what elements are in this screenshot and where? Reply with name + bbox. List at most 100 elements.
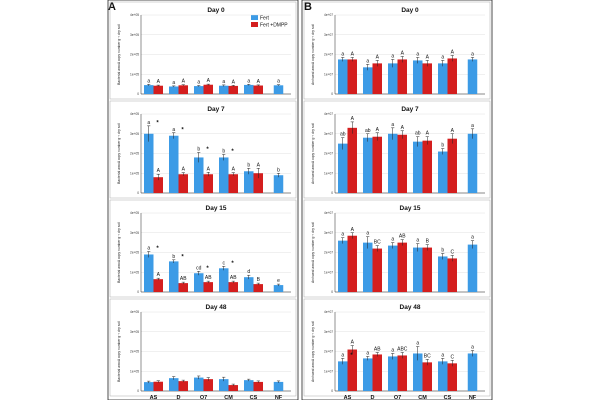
- chart-b-day-7: Day 7 0 1e+07 2e+07 3e+07 4e+07 Archaeal amoA …: [303, 100, 491, 199]
- bar-dmpp-cm: [228, 174, 238, 193]
- y-tick-label: 2e+07: [324, 251, 333, 255]
- bar-fert-d: [169, 261, 179, 292]
- significance-letter: A: [157, 79, 161, 85]
- y-tick-label: 4e+07: [324, 13, 333, 17]
- charts: Day 0 0 1e+05 2e+05 3e+05 4e+05 Bacterial amoA…: [109, 1, 491, 400]
- bar-fert-o7: [388, 245, 398, 292]
- significance-letter: a: [416, 341, 419, 347]
- y-tick-label: 0: [137, 92, 139, 96]
- bar-dmpp-cm: [228, 385, 238, 391]
- y-tick-label: 3e+07: [324, 33, 333, 37]
- bar-fert-cs: [244, 277, 254, 292]
- x-tick-label-o7: O7: [200, 395, 207, 400]
- y-axis-label: Archaeal amoA copy number g⁻¹ dry soil: [311, 123, 315, 184]
- x-tick-label-as: AS: [150, 395, 158, 400]
- y-tick-label: 3e+07: [324, 231, 333, 235]
- bar-fert-as: [144, 254, 154, 292]
- bar-dmpp-d: [372, 63, 382, 94]
- bar-fert-cs: [244, 84, 254, 94]
- y-tick-label: 3e+07: [324, 132, 333, 136]
- bar-fert-o7: [388, 133, 398, 193]
- bar-dmpp-cs: [447, 363, 457, 391]
- significance-letter: b: [222, 148, 225, 154]
- bar-dmpp-cs: [253, 173, 263, 193]
- y-tick-label: 0: [331, 389, 333, 393]
- chart-title: Day 0: [207, 7, 225, 14]
- bar-fert-nf: [273, 381, 284, 391]
- bar-fert-cm: [413, 141, 423, 193]
- significance-letter: a: [441, 54, 444, 60]
- significance-letter: b: [441, 143, 444, 149]
- bar-fert-as: [338, 143, 348, 193]
- bar-dmpp-o7: [203, 84, 213, 94]
- chart-title: Day 48: [400, 304, 421, 311]
- bar-dmpp-cm: [422, 247, 432, 292]
- significance-letter: a: [247, 78, 250, 84]
- y-tick-label: 1e+05: [130, 72, 139, 76]
- significance-letter: a: [471, 123, 474, 129]
- bar-dmpp-cs: [253, 85, 263, 94]
- chart-title: Day 48: [206, 304, 227, 311]
- y-tick-label: 4e+07: [324, 310, 333, 314]
- bar-dmpp-o7: [203, 174, 213, 193]
- significance-letter: a: [391, 122, 394, 128]
- bar-dmpp-o7: [203, 379, 213, 391]
- bar-dmpp-as: [347, 235, 357, 292]
- significance-star: *: [350, 353, 353, 359]
- significance-letter: e: [277, 278, 280, 284]
- significance-letter: a: [471, 235, 474, 241]
- panel-frames: [107, 0, 493, 400]
- bar-dmpp-cm: [228, 85, 238, 94]
- legend: Fert Fert +DMPP: [251, 15, 288, 29]
- significance-letter: A: [257, 79, 261, 85]
- chart-title: Day 0: [401, 7, 419, 14]
- significance-letter: A: [351, 340, 355, 346]
- y-axis-label: Bacterial amoA copy number g⁻¹ dry soil: [117, 24, 121, 85]
- bar-dmpp-cs: [253, 381, 263, 391]
- significance-letter: cd: [196, 265, 202, 271]
- significance-letter: a: [441, 352, 444, 358]
- significance-letter: A: [182, 167, 186, 173]
- significance-letter: a: [172, 80, 175, 86]
- significance-letter: a: [366, 350, 369, 356]
- y-tick-label: 4e+07: [324, 211, 333, 215]
- section-frame: [109, 100, 297, 199]
- chart-b-day-48: Day 48 0 1e+07 2e+07 3e+07 4e+07 Archaeal amoA…: [303, 298, 491, 400]
- bar-fert-cs: [438, 256, 448, 292]
- bar-fert-d: [169, 135, 179, 193]
- bar-fert-cs: [244, 380, 254, 391]
- bar-fert-d: [363, 67, 373, 94]
- bar-fert-cs: [438, 151, 448, 193]
- bar-dmpp-d: [372, 136, 382, 193]
- y-axis-label: Bacterial amoA copy number g⁻¹ dry soil: [117, 222, 121, 283]
- significance-letter: A: [426, 54, 430, 60]
- y-axis-label: Bacterial amoA copy number g⁻¹ dry soil: [117, 321, 121, 382]
- bar-fert-cm: [219, 379, 229, 391]
- bar-fert-o7: [388, 63, 398, 94]
- bar-fert-d: [363, 358, 373, 391]
- significance-letter: C: [450, 354, 454, 360]
- section-frame: [303, 298, 491, 397]
- significance-star: *: [156, 246, 159, 252]
- bar-fert-cm: [219, 157, 229, 193]
- significance-letter: ABC: [397, 346, 408, 352]
- bar-fert-cs: [438, 63, 448, 94]
- significance-letter: a: [471, 51, 474, 57]
- significance-letter: B: [257, 277, 261, 283]
- x-tick-label-o7: O7: [394, 395, 401, 400]
- bar-fert-cm: [219, 268, 229, 292]
- significance-letter: a: [147, 246, 150, 252]
- significance-star: *: [156, 120, 159, 126]
- x-tick-label-d: D: [177, 395, 181, 400]
- bar-fert-d: [169, 86, 179, 94]
- x-tick-label-cs: CS: [250, 395, 258, 400]
- bar-dmpp-as: [347, 127, 357, 193]
- significance-letter: b: [247, 162, 250, 168]
- bar-dmpp-as: [347, 349, 357, 391]
- x-tick-label-d: D: [371, 395, 375, 400]
- significance-letter: a: [391, 347, 394, 353]
- chart-a-day-48: Day 48 0 1e+05 2e+05 3e+05 4e+05 Bacterial amo…: [109, 298, 297, 400]
- significance-letter: A: [207, 166, 211, 172]
- significance-letter: AB: [205, 275, 212, 281]
